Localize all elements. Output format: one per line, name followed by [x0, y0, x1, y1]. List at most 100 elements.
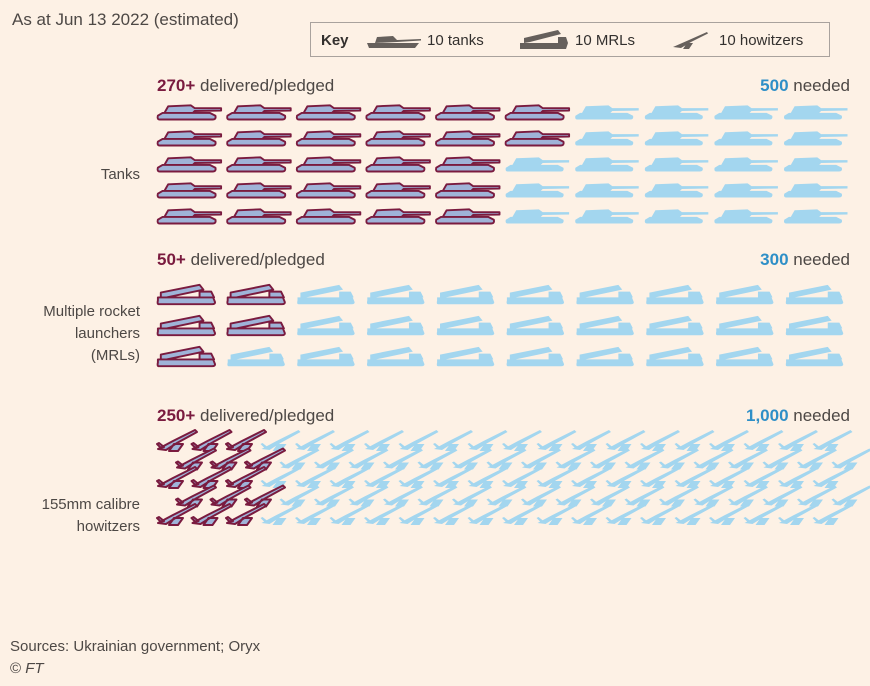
- needed-howitzer-icon: [555, 485, 596, 507]
- needed-howitzer-icon: [313, 485, 354, 507]
- needed-howitzer-icon: [674, 504, 715, 525]
- needed-tank-icon: [575, 183, 639, 198]
- delivered-tank-icon: [504, 104, 571, 121]
- needed-tank-icon: [714, 131, 778, 146]
- needed-howitzer-icon: [812, 504, 853, 525]
- needed-howitzer-icon: [279, 448, 320, 470]
- needed-howitzer-icon: [709, 467, 749, 488]
- needed-howitzer-icon: [417, 448, 458, 470]
- needed-tank-icon: [644, 131, 709, 146]
- needed-mrl-icon: [646, 315, 704, 336]
- needed-howitzer-icon: [709, 430, 749, 451]
- howitzers-row-label-line: 155mm calibre: [41, 496, 140, 513]
- legend-title: Key: [321, 32, 349, 49]
- source-note: Sources: Ukrainian government; Oryx: [10, 638, 261, 655]
- needed-howitzer-icon: [364, 504, 404, 525]
- needed-howitzer-icon: [467, 467, 508, 488]
- needed-howitzer-icon: [536, 504, 577, 525]
- delivered-tank-icon: [365, 208, 431, 225]
- needed-howitzer-icon: [693, 448, 734, 470]
- mrls-needed-suffix: needed: [793, 250, 850, 269]
- needed-mrl-icon: [506, 284, 565, 305]
- delivered-tank-icon: [295, 156, 362, 173]
- delivered-howitzer-icon: [190, 429, 233, 452]
- delivered-tank-icon: [295, 208, 362, 225]
- legend: Key 10 tanks 10 MRLs 10 howitzers: [310, 22, 830, 57]
- needed-mrl-icon: [785, 346, 844, 367]
- tanks-delivered-suffix: delivered/pledged: [200, 76, 335, 95]
- needed-tank-icon: [644, 105, 709, 120]
- delivered-mrl-icon: [156, 345, 217, 368]
- delivered-howitzer-icon: [174, 447, 217, 471]
- delivered-tank-icon: [295, 182, 362, 199]
- needed-howitzer-icon: [762, 485, 803, 507]
- needed-howitzer-icon: [348, 448, 389, 470]
- delivered-mrl-icon: [226, 283, 286, 306]
- needed-tank-icon: [644, 209, 709, 224]
- tanks-needed-text: 500 needed: [650, 76, 850, 96]
- needed-howitzer-icon: [502, 430, 542, 451]
- needed-tank-icon: [575, 209, 639, 224]
- needed-howitzer-icon: [467, 504, 508, 525]
- needed-howitzer-icon: [433, 430, 473, 451]
- needed-howitzer-icon: [640, 430, 680, 451]
- needed-howitzer-icon: [762, 448, 803, 470]
- needed-mrl-icon: [436, 284, 495, 305]
- tanks-delivered-text: 270+ delivered/pledged: [157, 76, 334, 96]
- needed-howitzer-icon: [674, 467, 715, 488]
- needed-howitzer-icon: [624, 448, 665, 470]
- needed-howitzer-icon: [260, 504, 301, 525]
- needed-mrl-icon: [785, 284, 844, 305]
- needed-tank-icon: [505, 157, 570, 172]
- needed-howitzer-icon: [329, 430, 370, 451]
- delivered-tank-icon: [365, 130, 431, 147]
- needed-howitzer-icon: [295, 430, 335, 451]
- needed-tank-icon: [505, 183, 570, 198]
- needed-howitzer-icon: [796, 448, 837, 470]
- needed-howitzer-icon: [536, 467, 577, 488]
- delivered-tank-icon: [435, 104, 501, 121]
- needed-tank-icon: [783, 209, 848, 224]
- needed-howitzer-icon: [536, 430, 577, 451]
- credit: © FT: [10, 660, 44, 677]
- needed-howitzer-icon: [571, 504, 611, 525]
- needed-mrl-icon: [715, 284, 774, 305]
- delivered-howitzer-icon: [243, 447, 286, 471]
- delivered-tank-icon: [156, 130, 223, 147]
- howitzers-needed-text: 1,000 needed: [650, 406, 850, 426]
- needed-howitzer-icon: [348, 485, 389, 507]
- delivered-tank-icon: [156, 104, 223, 121]
- needed-mrl-icon: [506, 346, 565, 367]
- needed-howitzer-icon: [417, 485, 458, 507]
- needed-howitzer-icon: [778, 430, 818, 451]
- delivered-tank-icon: [435, 182, 501, 199]
- needed-howitzer-icon: [295, 504, 335, 525]
- needed-mrl-icon: [576, 315, 634, 336]
- howitzers-needed-value: 1,000: [745, 406, 789, 425]
- needed-tank-icon: [714, 157, 778, 172]
- needed-tank-icon: [575, 105, 639, 120]
- needed-howitzer-icon: [589, 448, 630, 470]
- tanks-needed-value: 500: [760, 76, 789, 95]
- needed-howitzer-icon: [433, 467, 473, 488]
- delivered-mrl-icon: [156, 314, 217, 337]
- needed-howitzer-icon: [605, 430, 646, 451]
- needed-tank-icon: [783, 183, 848, 198]
- needed-howitzer-icon: [555, 448, 596, 470]
- needed-howitzer-icon: [520, 448, 561, 470]
- needed-mrl-icon: [297, 284, 355, 305]
- howitzers-delivered-text: 250+ delivered/pledged: [157, 406, 334, 426]
- delivered-mrl-icon: [156, 283, 217, 306]
- howitzers-delivered-suffix: delivered/pledged: [200, 406, 335, 425]
- needed-mrl-icon: [646, 284, 704, 305]
- delivered-tank-icon: [365, 156, 431, 173]
- needed-mrl-icon: [576, 284, 634, 305]
- needed-mrl-icon: [366, 315, 425, 336]
- needed-howitzer-icon: [329, 504, 370, 525]
- mrls-row-label-line: launchers: [74, 325, 140, 342]
- delivered-howitzer-icon: [209, 484, 252, 508]
- needed-howitzer-icon: [727, 485, 768, 507]
- delivered-mrl-icon: [226, 314, 286, 337]
- needed-tank-icon: [714, 183, 778, 198]
- needed-mrl-icon: [366, 284, 425, 305]
